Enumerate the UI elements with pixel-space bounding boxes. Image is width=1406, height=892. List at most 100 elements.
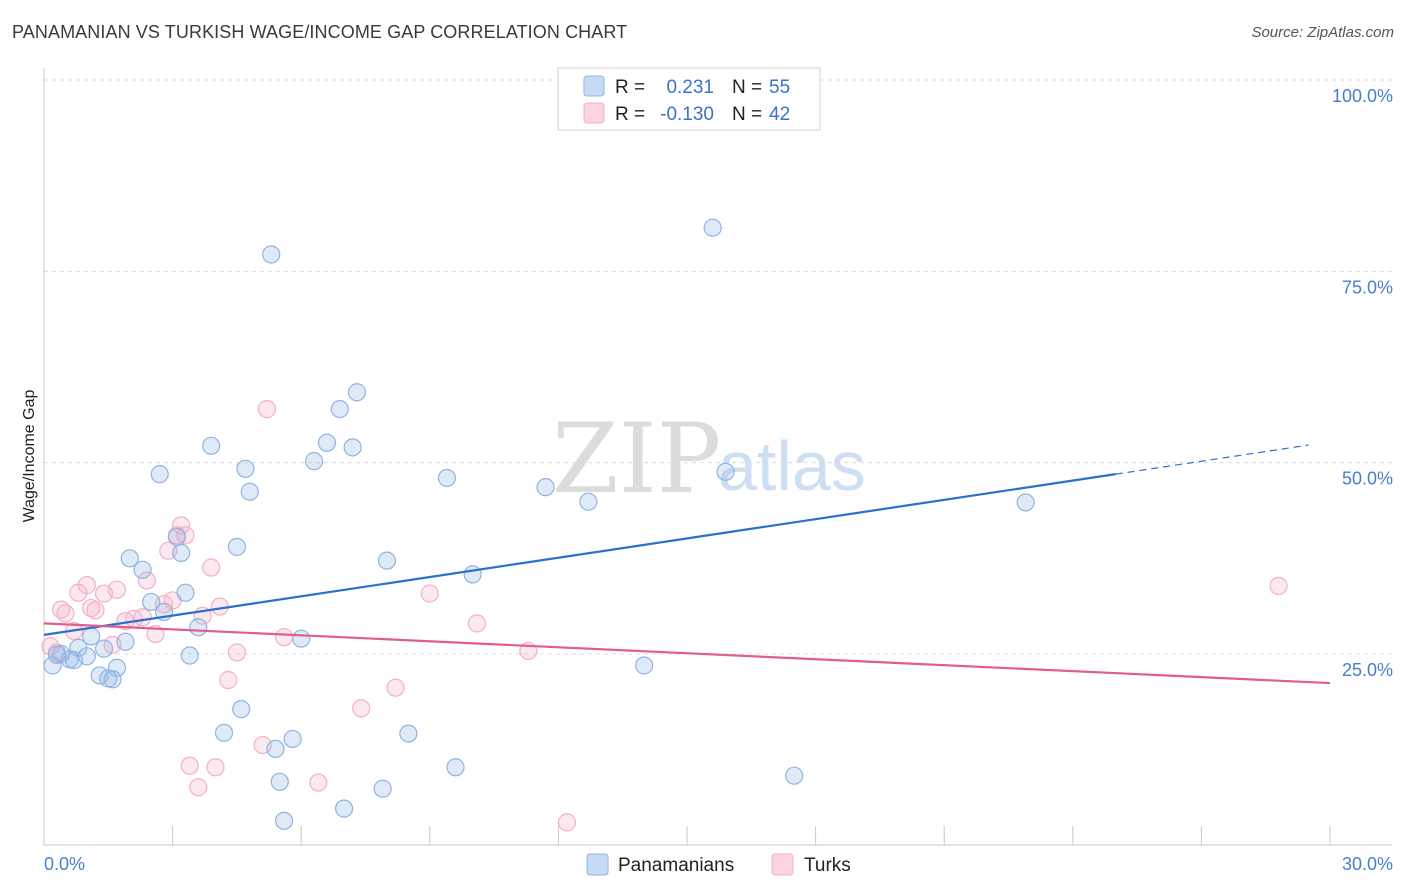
bottom-legend-swatch-turks — [771, 853, 794, 876]
panamanians-point-39 — [373, 779, 392, 798]
panamanians-point-41 — [399, 724, 418, 743]
y-tick-label-2: 75.0% — [1342, 277, 1393, 297]
legend-r-value-1: 0.231 — [666, 77, 714, 98]
panamanians-points — [43, 218, 1035, 830]
bottom-legend-label-panamanians: Panamanians — [618, 855, 734, 876]
panamanians-point-48 — [703, 218, 722, 237]
panamanians-point-31 — [283, 729, 302, 749]
panamanians-point-13 — [142, 592, 161, 612]
panamanians-point-27 — [262, 245, 281, 264]
panamanians-point-18 — [176, 583, 195, 602]
tick-labels: 25.0% 50.0% 75.0% 100.0% 0.0% 30.0% — [44, 86, 1393, 874]
panamanians-point-29 — [270, 772, 289, 791]
panamanians-point-53 — [64, 651, 84, 670]
panamanians-point-5 — [82, 627, 101, 646]
panamanians-point-46 — [579, 492, 598, 511]
panamanians-point-9 — [107, 658, 126, 677]
panamanians-point-30 — [274, 811, 294, 830]
panamanians-point-14 — [150, 465, 169, 484]
turks-point-41 — [1269, 576, 1288, 595]
turks-point-40 — [557, 813, 577, 832]
y-tick-label-1: 50.0% — [1342, 469, 1393, 489]
turks-point-33 — [274, 628, 294, 647]
panamanians-point-33 — [304, 452, 324, 471]
legend-n-label-1: N = — [732, 77, 762, 98]
panamanians-point-17 — [172, 543, 191, 563]
panamanians-point-42 — [437, 468, 457, 488]
panamanians-point-43 — [446, 758, 465, 777]
turks-point-38 — [467, 614, 487, 633]
turks-point-21 — [172, 516, 191, 535]
grid-lines — [44, 79, 1392, 655]
panamanians-point-54 — [94, 639, 114, 658]
y-axis-label: Wage/Income Gap — [21, 390, 38, 523]
turks-point-35 — [352, 699, 371, 718]
watermark-atlas: atlas — [718, 427, 866, 505]
chart-source: Source: ZipAtlas.com — [1251, 24, 1394, 41]
legend-swatch-turks — [583, 102, 605, 124]
panamanians-point-50 — [785, 766, 804, 785]
panamanians-point-20 — [189, 618, 208, 637]
turks-point-37 — [420, 584, 439, 603]
turks-point-3 — [56, 604, 75, 623]
panamanians-point-51 — [1016, 493, 1035, 512]
panamanians-point-44 — [463, 565, 482, 584]
panamanians-point-26 — [240, 482, 259, 501]
watermark-zip: ZIP — [552, 403, 721, 515]
y-tick-label-3: 100.0% — [1332, 86, 1393, 106]
legend-n-value-2: 42 — [769, 104, 790, 125]
panamanians-point-16 — [167, 527, 186, 547]
turks-trend-line — [43, 622, 1331, 685]
panamanians-point-40 — [377, 551, 397, 570]
turks-point-14 — [133, 608, 152, 627]
panamanians-point-11 — [120, 549, 139, 568]
axes — [43, 68, 1392, 846]
panamanians-point-23 — [227, 537, 246, 556]
turks-point-27 — [206, 758, 225, 777]
bottom-legend-label-turks: Turks — [804, 855, 851, 876]
turks-point-34 — [309, 773, 328, 792]
turks-point-24 — [189, 778, 208, 797]
turks-point-30 — [227, 643, 246, 662]
x-tick-label-0: 0.0% — [44, 854, 85, 874]
turks-point-26 — [202, 558, 221, 577]
panamanians-point-28 — [266, 739, 285, 759]
chart-title: PANAMANIAN VS TURKISH WAGE/INCOME GAP CO… — [12, 22, 628, 42]
panamanians-point-45 — [536, 478, 555, 497]
turks-point-6 — [77, 576, 96, 595]
legend-r-value-2: -0.130 — [660, 104, 714, 125]
x-tick-label-1: 30.0% — [1342, 854, 1393, 874]
legend-r-label-1: R = — [615, 77, 645, 98]
panamanians-point-35 — [330, 399, 349, 419]
turks-point-29 — [219, 670, 238, 690]
panamanians-point-49 — [716, 462, 735, 481]
panamanians-trend-extension — [1115, 444, 1309, 475]
panamanians-point-52 — [47, 645, 66, 664]
panamanians-point-32 — [292, 629, 311, 648]
turks-point-23 — [180, 756, 199, 775]
panamanians-point-37 — [343, 438, 362, 457]
legend-n-label-2: N = — [732, 104, 762, 125]
legend-r-label-2: R = — [615, 104, 645, 125]
y-tick-label-0: 25.0% — [1342, 660, 1393, 680]
turks-point-15 — [137, 571, 156, 590]
panamanians-point-47 — [635, 656, 654, 675]
trend-lines — [43, 444, 1331, 685]
panamanians-point-12 — [133, 560, 152, 579]
legend-swatch-panamanians — [583, 75, 605, 97]
panamanians-point-21 — [202, 436, 221, 455]
panamanians-point-10 — [116, 632, 135, 651]
turks-point-11 — [107, 580, 126, 599]
turks-point-8 — [86, 601, 105, 620]
panamanians-point-22 — [214, 723, 234, 742]
panamanians-trend-line — [43, 473, 1116, 636]
panamanians-point-24 — [232, 700, 251, 719]
turks-point-36 — [386, 678, 405, 697]
panamanians-point-8 — [103, 670, 122, 689]
panamanians-point-34 — [317, 433, 337, 452]
legend-n-value-1: 55 — [769, 77, 790, 98]
correlation-legend: R = 0.231 N = 55 R = -0.130 N = 42 — [557, 67, 821, 131]
panamanians-point-38 — [347, 383, 367, 402]
panamanians-point-36 — [334, 799, 354, 818]
